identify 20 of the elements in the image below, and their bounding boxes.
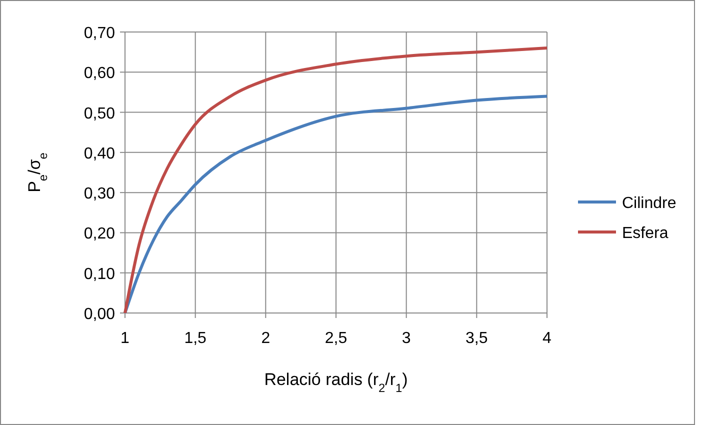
x-tick-label: 2,5 [324, 330, 348, 347]
y-tick-label: 0,70 [84, 25, 116, 42]
line-series [124, 46, 548, 314]
legend-label: Esfera [622, 225, 668, 242]
x-tick-label: 1 [120, 330, 130, 347]
x-tick-label: 1,5 [184, 330, 207, 347]
y-tick-label: 0,30 [84, 186, 116, 203]
x-tick-label: 3,5 [466, 330, 488, 347]
y-tick-label: 0,50 [84, 105, 116, 122]
legend-label: Cilindre [622, 195, 676, 212]
x-axis-title: Relació radis (r$_{2}$/r$_{1}$) [264, 370, 408, 395]
x-tick-label: 4 [542, 330, 552, 347]
x-tick-label: 2 [261, 330, 270, 347]
y-tick-label: 0,10 [84, 266, 116, 283]
y-tick-label: 0,00 [84, 306, 116, 323]
y-tick-label: 0,40 [84, 145, 116, 162]
y-tick-label: 0,60 [84, 65, 116, 82]
y-tick-label: 0,20 [84, 226, 116, 243]
x-tick-label: 3 [402, 330, 411, 347]
line-series [124, 94, 548, 314]
